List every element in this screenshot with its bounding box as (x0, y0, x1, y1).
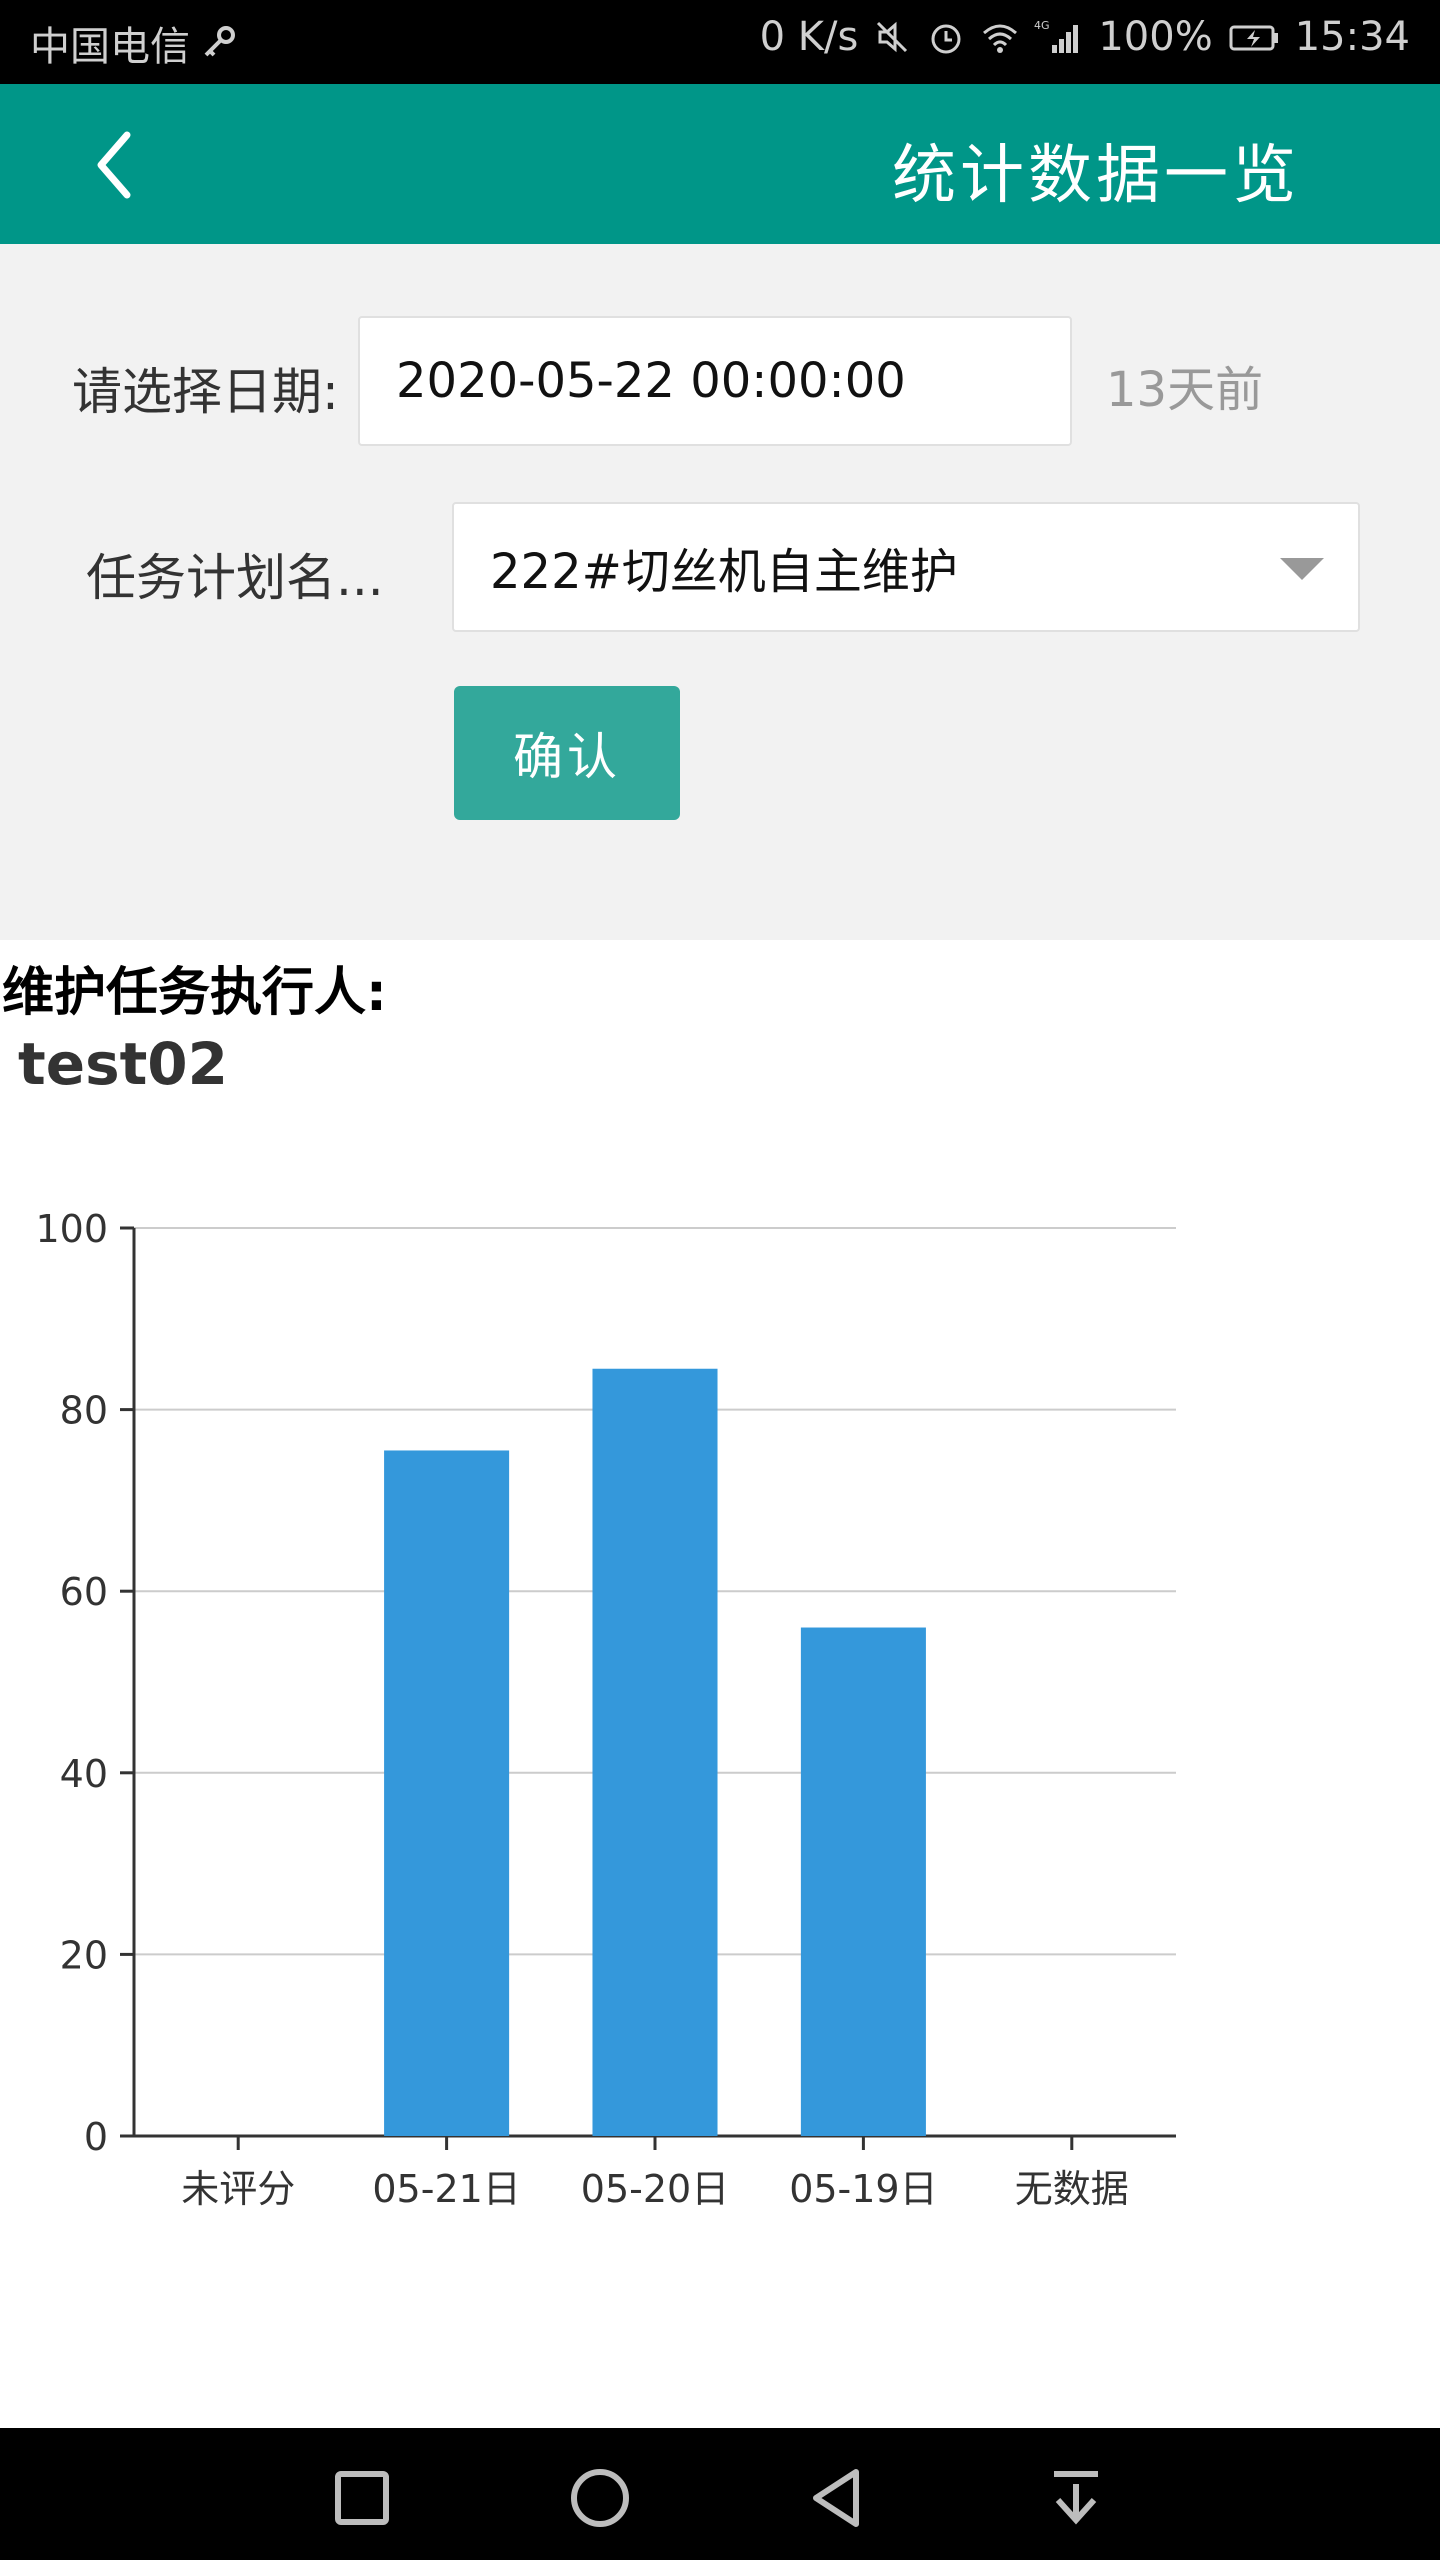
app-bar: 统计数据一览 (0, 84, 1440, 244)
plan-select[interactable]: 222#切丝机自主维护 (452, 502, 1360, 632)
date-value: 2020-05-22 00:00:00 (396, 353, 906, 409)
battery-charging-icon (1229, 25, 1278, 51)
battery-percent: 100% (1098, 14, 1213, 60)
square-icon (335, 2471, 389, 2525)
status-bar: 中国电信 0 K/s 4G 100% (0, 0, 1440, 84)
circle-icon (571, 2469, 629, 2527)
confirm-button[interactable]: 确认 (454, 686, 680, 820)
chevron-left-icon (97, 131, 131, 199)
x-tick-label: 05-19日 (789, 2167, 937, 2211)
x-tick-label: 无数据 (1015, 2167, 1129, 2211)
score-bar-chart: 0 20 40 60 80 100 未评分 05-21日 05-20日 05-19日 无数据 (35, 1207, 1176, 2211)
x-tick-label: 05-21日 (372, 2167, 520, 2211)
net-speed: 0 K/s (759, 14, 859, 60)
x-tick-label: 未评分 (181, 2167, 295, 2211)
y-tick-label: 80 (60, 1389, 108, 1433)
alarm-icon (931, 24, 961, 54)
clock: 15:34 (1294, 14, 1410, 60)
key-icon (204, 26, 235, 57)
y-tick-label: 40 (60, 1752, 108, 1796)
bar (384, 1450, 510, 2136)
mute-icon (877, 21, 908, 53)
filter-form: 请选择日期: 2020-05-22 00:00:00 13天前 任务计划名...… (0, 244, 1440, 940)
y-tick-label: 100 (35, 1207, 108, 1251)
wifi-icon (983, 24, 1018, 53)
y-tick-label: 0 (84, 2115, 108, 2159)
plan-label: 任务计划名... (86, 549, 384, 607)
carrier-group: 中国电信 (30, 14, 238, 72)
back-nav-button[interactable] (798, 2458, 878, 2538)
svg-text:4G: 4G (1034, 19, 1050, 32)
plan-value: 222#切丝机自主维护 (490, 544, 958, 600)
back-button[interactable] (70, 120, 160, 210)
executor-label: 维护任务执行人: (2, 963, 387, 1023)
recent-apps-button[interactable] (322, 2458, 402, 2538)
carrier-name: 中国电信 (30, 24, 190, 70)
triangle-back-icon (813, 2469, 859, 2527)
page-title: 统计数据一览 (892, 139, 1300, 213)
signal-icon: 4G (1034, 19, 1079, 53)
x-tick-label: 05-20日 (581, 2167, 729, 2211)
notification-pull-button[interactable] (1036, 2458, 1116, 2538)
bar (800, 1627, 926, 2136)
pull-down-icon (1054, 2471, 1098, 2525)
y-tick-label: 20 (60, 1933, 108, 1977)
y-tick-label: 60 (60, 1570, 108, 1614)
executor-name: test02 (18, 1030, 229, 1098)
home-button[interactable] (560, 2458, 640, 2538)
bar (592, 1368, 718, 2136)
dropdown-caret-icon (1280, 558, 1324, 580)
status-right-group: 0 K/s 4G 100% 15:34 (760, 14, 1410, 60)
date-input[interactable]: 2020-05-22 00:00:00 (358, 316, 1072, 446)
date-label: 请选择日期: (72, 363, 339, 421)
days-ago-text: 13天前 (1106, 362, 1264, 418)
system-nav-bar (0, 2428, 1440, 2560)
